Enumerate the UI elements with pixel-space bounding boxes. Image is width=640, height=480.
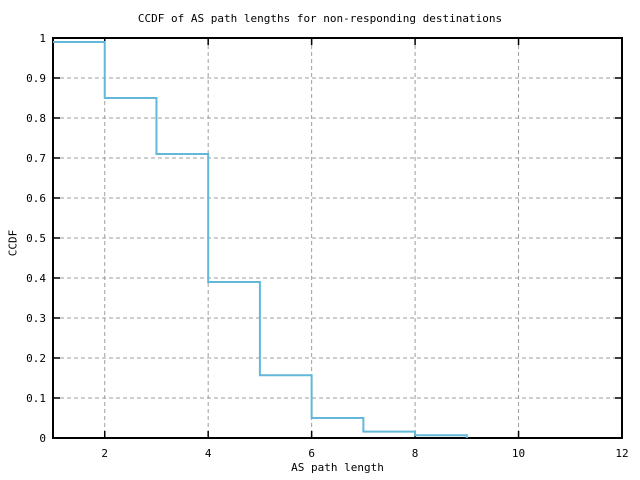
y-tick-label: 0.5 <box>26 232 46 245</box>
y-tick-label: 0 <box>39 432 46 445</box>
x-tick-label: 10 <box>512 447 525 460</box>
y-tick-label: 0.7 <box>26 152 46 165</box>
chart-title: CCDF of AS path lengths for non-respondi… <box>137 12 503 25</box>
y-tick-label: 1 <box>39 32 46 45</box>
x-tick-label: 8 <box>412 447 419 460</box>
y-tick-label: 0.6 <box>26 192 46 205</box>
y-axis-label-text: CCDF <box>6 229 20 257</box>
y-tick-label: 0.8 <box>26 112 46 125</box>
y-tick-label: 0.2 <box>26 352 46 365</box>
x-tick-label: 2 <box>101 447 108 460</box>
x-tick-label: 6 <box>308 447 315 460</box>
y-tick-label: 0.1 <box>26 392 46 405</box>
x-axis-label: AS path length <box>291 461 384 474</box>
y-tick-label: 0.9 <box>26 72 46 85</box>
x-tick-label: 4 <box>205 447 212 460</box>
ccdf-step-line <box>53 41 468 438</box>
x-tick-label: 12 <box>615 447 628 460</box>
y-tick-label: 0.3 <box>26 312 46 325</box>
y-tick-label: 0.4 <box>26 272 46 285</box>
